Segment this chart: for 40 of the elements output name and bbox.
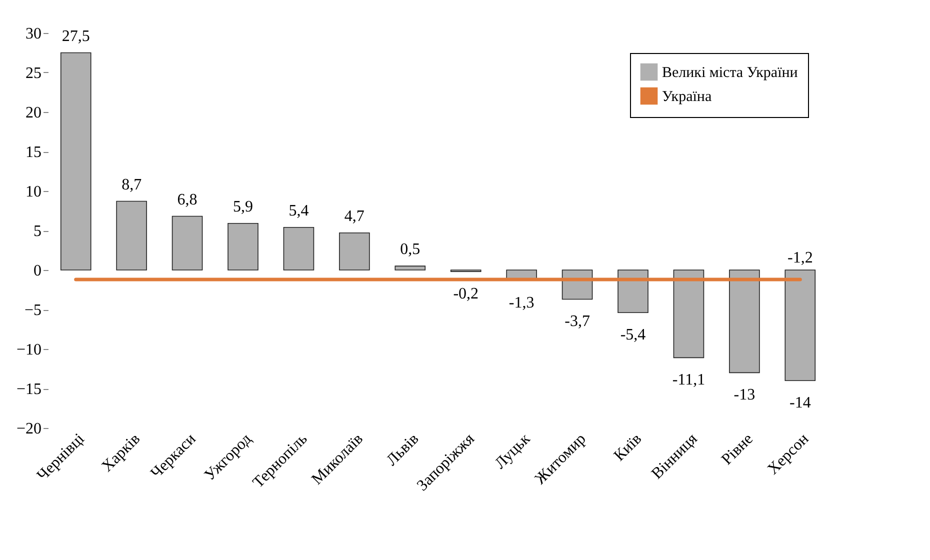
data-label: 4,7 xyxy=(344,208,364,225)
data-label: 8,7 xyxy=(122,176,142,194)
data-label: 5,9 xyxy=(233,198,253,216)
bar xyxy=(339,232,370,270)
y-tick-label: 15 xyxy=(26,144,42,161)
y-tick-label: −20 xyxy=(16,420,42,438)
bar xyxy=(729,270,760,374)
data-label: -13 xyxy=(734,386,756,404)
bar xyxy=(673,270,704,358)
data-label: 6,8 xyxy=(177,191,198,208)
bar xyxy=(394,266,426,270)
data-label: -11,1 xyxy=(672,372,706,389)
y-tick-label: 30 xyxy=(26,26,42,42)
bar xyxy=(618,270,648,314)
bar xyxy=(283,226,314,270)
y-tick-label: 25 xyxy=(26,65,42,82)
bar xyxy=(228,222,258,270)
bar xyxy=(172,216,203,270)
legend-label: Великі міста України xyxy=(662,65,798,81)
data-label: -1,2 xyxy=(787,249,813,266)
data-label: 0,5 xyxy=(400,241,420,258)
data-label: -3,7 xyxy=(564,313,590,330)
data-label: -1,3 xyxy=(508,294,534,312)
data-label: 27,5 xyxy=(62,28,90,45)
data-label: -5,4 xyxy=(620,326,646,344)
data-label: -0,2 xyxy=(453,286,479,303)
bar xyxy=(116,200,147,270)
y-tick-label: −5 xyxy=(24,302,42,319)
y-tick-label: 10 xyxy=(26,184,42,200)
data-label: 5,4 xyxy=(288,202,309,220)
data-label: -14 xyxy=(789,394,811,412)
bar xyxy=(784,270,816,381)
legend-label: Україна xyxy=(662,89,712,105)
y-tick-label: 0 xyxy=(34,262,42,280)
y-tick-label: 5 xyxy=(34,223,42,240)
y-tick-label: −10 xyxy=(16,342,42,358)
y-tick-label: −15 xyxy=(16,381,42,398)
y-tick-label: 20 xyxy=(26,104,42,122)
x-tick-label: Київ xyxy=(610,430,646,465)
bar xyxy=(60,52,92,270)
